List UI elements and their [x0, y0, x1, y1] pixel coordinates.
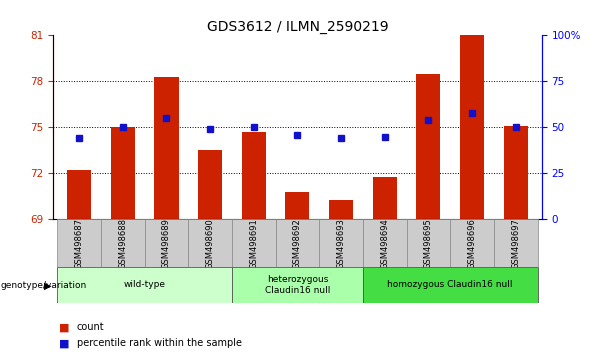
Bar — [373, 177, 397, 219]
Bar — [319, 219, 363, 267]
Text: homozygous Claudin16 null: homozygous Claudin16 null — [388, 280, 513, 290]
Title: GDS3612 / ILMN_2590219: GDS3612 / ILMN_2590219 — [207, 21, 388, 34]
Bar — [198, 150, 222, 219]
Text: GSM498690: GSM498690 — [206, 218, 214, 269]
Text: ■: ■ — [59, 322, 70, 332]
Bar — [57, 219, 101, 267]
Bar — [363, 267, 538, 303]
Bar — [494, 219, 538, 267]
Text: wild-type: wild-type — [124, 280, 166, 290]
Text: GSM498695: GSM498695 — [424, 218, 433, 269]
Bar — [406, 219, 450, 267]
Bar — [286, 192, 309, 219]
Text: GSM498689: GSM498689 — [162, 218, 171, 269]
Text: GSM498691: GSM498691 — [249, 218, 259, 269]
Text: ▶: ▶ — [44, 281, 52, 291]
Text: GSM498694: GSM498694 — [380, 218, 389, 269]
Bar — [460, 35, 484, 219]
Bar — [232, 219, 276, 267]
Text: percentile rank within the sample: percentile rank within the sample — [77, 338, 241, 348]
Bar — [276, 219, 319, 267]
Bar — [363, 219, 406, 267]
Text: ■: ■ — [59, 338, 70, 348]
Bar — [232, 267, 363, 303]
Bar — [101, 219, 145, 267]
Text: GSM498693: GSM498693 — [336, 218, 346, 269]
Bar — [67, 170, 91, 219]
Text: GSM498697: GSM498697 — [511, 218, 520, 269]
Bar — [154, 77, 178, 219]
Text: GSM498687: GSM498687 — [75, 218, 84, 269]
Bar — [57, 267, 232, 303]
Text: genotype/variation: genotype/variation — [1, 281, 87, 290]
Bar — [188, 219, 232, 267]
Text: heterozygous
Claudin16 null: heterozygous Claudin16 null — [265, 275, 330, 295]
Bar — [416, 74, 441, 219]
Bar — [450, 219, 494, 267]
Text: count: count — [77, 322, 104, 332]
Bar — [329, 200, 353, 219]
Bar — [145, 219, 188, 267]
Text: GSM498692: GSM498692 — [293, 218, 302, 269]
Text: GSM498688: GSM498688 — [118, 218, 127, 269]
Bar — [111, 127, 135, 219]
Bar — [242, 132, 266, 219]
Bar — [504, 126, 528, 219]
Text: GSM498696: GSM498696 — [468, 218, 477, 269]
